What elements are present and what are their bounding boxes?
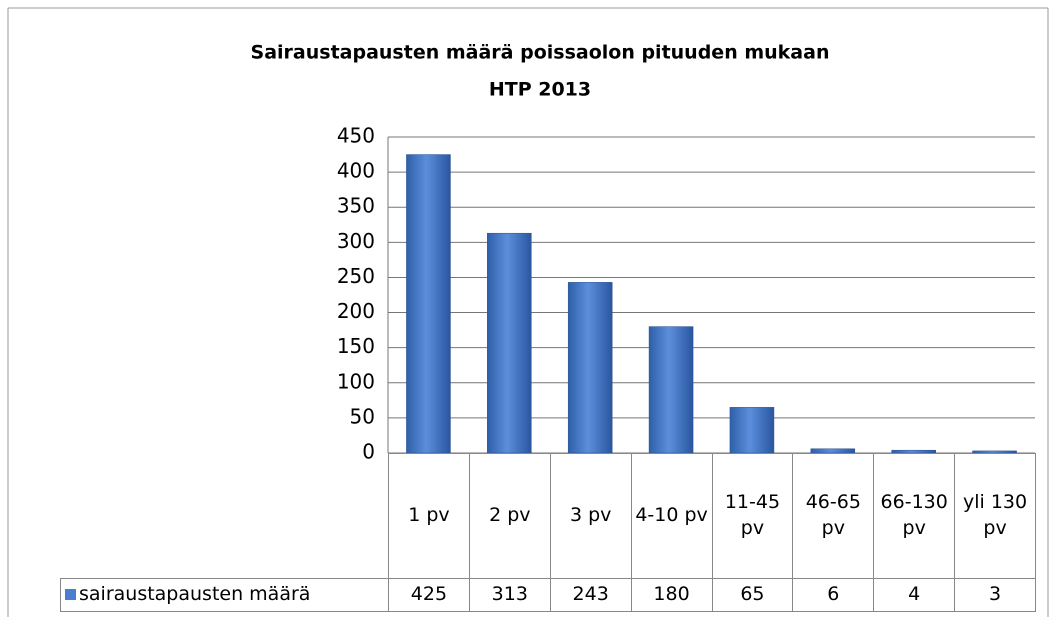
x-tick-label: 1 pv — [388, 453, 470, 579]
y-tick-label: 50 — [350, 404, 375, 428]
y-tick-label: 100 — [337, 369, 375, 393]
data-table: 1 pv 2 pv 3 pv 4-10 pv 11-45 pv 46-65 pv 66-13… — [60, 453, 1036, 612]
bar — [648, 326, 694, 454]
chart-subtitle: HTP 2013 — [489, 79, 591, 101]
chart-title: Sairaustapausten määrä poissaolon pituud… — [251, 42, 830, 64]
value-row: sairaustapausten määrä 425 313 243 180 65 6 4 3 — [60, 578, 1036, 612]
legend-label: sairaustapausten määrä — [79, 583, 311, 606]
y-tick-label: 150 — [337, 334, 375, 358]
bar — [891, 449, 936, 454]
bar — [567, 282, 613, 454]
x-tick-label: 11-45 pv — [711, 453, 794, 579]
data-label: 65 — [711, 578, 794, 612]
bar — [729, 407, 775, 454]
x-tick-label: 46-65 pv — [792, 453, 875, 579]
data-label: 6 — [792, 578, 875, 612]
data-label: 180 — [630, 578, 713, 612]
y-tick-label: 200 — [337, 299, 375, 323]
x-tick-label: 3 pv — [549, 453, 632, 579]
y-tick-label: 250 — [337, 264, 375, 288]
blank-cell — [60, 453, 389, 579]
category-row: 1 pv 2 pv 3 pv 4-10 pv 11-45 pv 46-65 pv 66-13… — [60, 453, 1036, 579]
data-label: 4 — [873, 578, 956, 612]
data-label: 3 — [954, 578, 1036, 612]
y-tick-label: 300 — [337, 229, 375, 253]
x-tick-label: 66-130 pv — [873, 453, 956, 579]
y-tick-label: 350 — [337, 194, 375, 218]
data-label: 243 — [549, 578, 632, 612]
bar — [487, 232, 532, 454]
x-tick-label: yli 130 pv — [954, 453, 1036, 579]
y-tick-label: 400 — [337, 159, 375, 183]
data-label: 425 — [388, 578, 470, 612]
legend-entry: sairaustapausten määrä — [60, 578, 389, 612]
bar — [810, 448, 856, 454]
legend-key — [65, 589, 76, 601]
x-tick-label: 2 pv — [468, 453, 551, 579]
bar — [406, 154, 451, 454]
data-label: 313 — [468, 578, 551, 612]
y-tick-label: 450 — [337, 124, 375, 148]
x-tick-label: 4-10 pv — [630, 453, 713, 579]
